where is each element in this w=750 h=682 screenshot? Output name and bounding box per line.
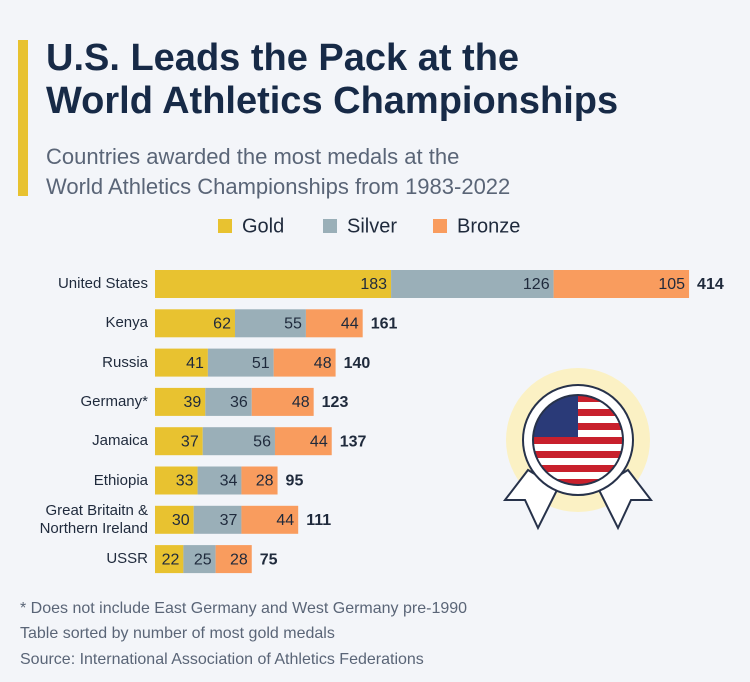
- value-label: 33: [176, 473, 194, 490]
- category-label: United States: [57, 275, 148, 292]
- value-label: 25: [194, 551, 212, 568]
- bar-segment: [553, 270, 690, 298]
- bar-segment: [155, 387, 206, 416]
- title: U.S. Leads the Pack at the World Athleti…: [46, 37, 618, 123]
- accent-bar: [18, 40, 28, 196]
- legend-label: Bronze: [457, 215, 520, 237]
- value-label: 183: [360, 276, 387, 293]
- value-label: 37: [220, 512, 238, 529]
- value-label: 22: [162, 551, 180, 568]
- category-label: USSR: [106, 550, 148, 568]
- bar-segment: [202, 427, 275, 456]
- value-label: 51: [252, 355, 270, 372]
- total-label: 161: [371, 316, 398, 333]
- value-label: 41: [186, 355, 204, 372]
- value-label: 30: [172, 512, 190, 529]
- value-label: 44: [310, 433, 328, 450]
- bar-segment: [197, 466, 242, 495]
- category-label: Russia: [102, 353, 148, 371]
- bar-segment: [234, 309, 306, 338]
- bar-segment: [215, 545, 252, 574]
- bar-segment: [274, 427, 332, 456]
- subtitle: Countries awarded the most medals at the…: [46, 142, 510, 202]
- value-label: 36: [230, 394, 248, 411]
- total-label: 75: [260, 551, 278, 568]
- note: Table sorted by number of most gold meda…: [20, 625, 335, 642]
- title-line: U.S. Leads the Pack at the: [46, 37, 520, 79]
- value-label: 44: [341, 316, 359, 333]
- total-label: 95: [286, 473, 304, 490]
- title-line: World Athletics Championships: [46, 80, 619, 122]
- value-label: 28: [256, 473, 274, 490]
- category-label: Germany*: [80, 392, 148, 410]
- total-label: 414: [697, 276, 724, 293]
- notes: * Does not include East Germany and West…: [20, 596, 467, 672]
- bar-segment: [155, 348, 208, 377]
- bar-segment: [205, 387, 252, 416]
- value-label: 39: [184, 394, 202, 411]
- value-label: 37: [181, 433, 199, 450]
- bar-segment: [251, 387, 314, 416]
- value-label: 48: [292, 394, 310, 411]
- total-label: 140: [344, 355, 371, 372]
- value-label: 34: [220, 473, 238, 490]
- bar-segment: [207, 348, 274, 377]
- legend-label: Silver: [347, 215, 397, 237]
- value-label: 44: [276, 512, 294, 529]
- total-label: 123: [322, 394, 349, 411]
- bar-segment: [305, 309, 363, 338]
- bar-segment: [155, 427, 203, 456]
- bar-segment: [155, 466, 198, 495]
- category-label: Ethiopia: [93, 471, 148, 489]
- value-label: 28: [230, 551, 248, 568]
- total-label: 137: [340, 433, 367, 450]
- value-label: 126: [523, 276, 550, 293]
- bar-segment: [155, 309, 235, 338]
- legend-swatch: [323, 219, 337, 233]
- category-label: Great Britaitn & Northern Ireland: [39, 501, 148, 537]
- value-label: 62: [213, 316, 231, 333]
- subtitle-line: World Athletics Championships from 1983-…: [46, 174, 511, 199]
- value-label: 56: [253, 433, 271, 450]
- bar-segment: [241, 466, 278, 495]
- subtitle-line: Countries awarded the most medals at the: [46, 144, 460, 169]
- bar-segment: [241, 505, 299, 534]
- legend-swatch: [433, 219, 447, 233]
- medal-icon: [502, 368, 654, 531]
- note: * Does not include East Germany and West…: [20, 600, 468, 617]
- note: Source: International Association of Ath…: [20, 651, 424, 668]
- legend-swatch: [218, 219, 232, 233]
- category-label: Jamaica: [92, 432, 148, 450]
- total-label: 111: [306, 512, 331, 529]
- value-label: 48: [314, 355, 332, 372]
- bar-segment: [391, 270, 554, 298]
- value-label: 55: [284, 316, 302, 333]
- value-label: 105: [658, 276, 685, 293]
- bar-segment: [183, 545, 216, 574]
- bar-segment: [155, 270, 392, 298]
- bar-segment: [273, 348, 336, 377]
- category-label: Kenya: [105, 314, 148, 332]
- bar-segment: [193, 505, 242, 534]
- legend-label: Gold: [242, 215, 284, 237]
- bar-segment: [155, 545, 184, 574]
- bar-segment: [155, 505, 194, 534]
